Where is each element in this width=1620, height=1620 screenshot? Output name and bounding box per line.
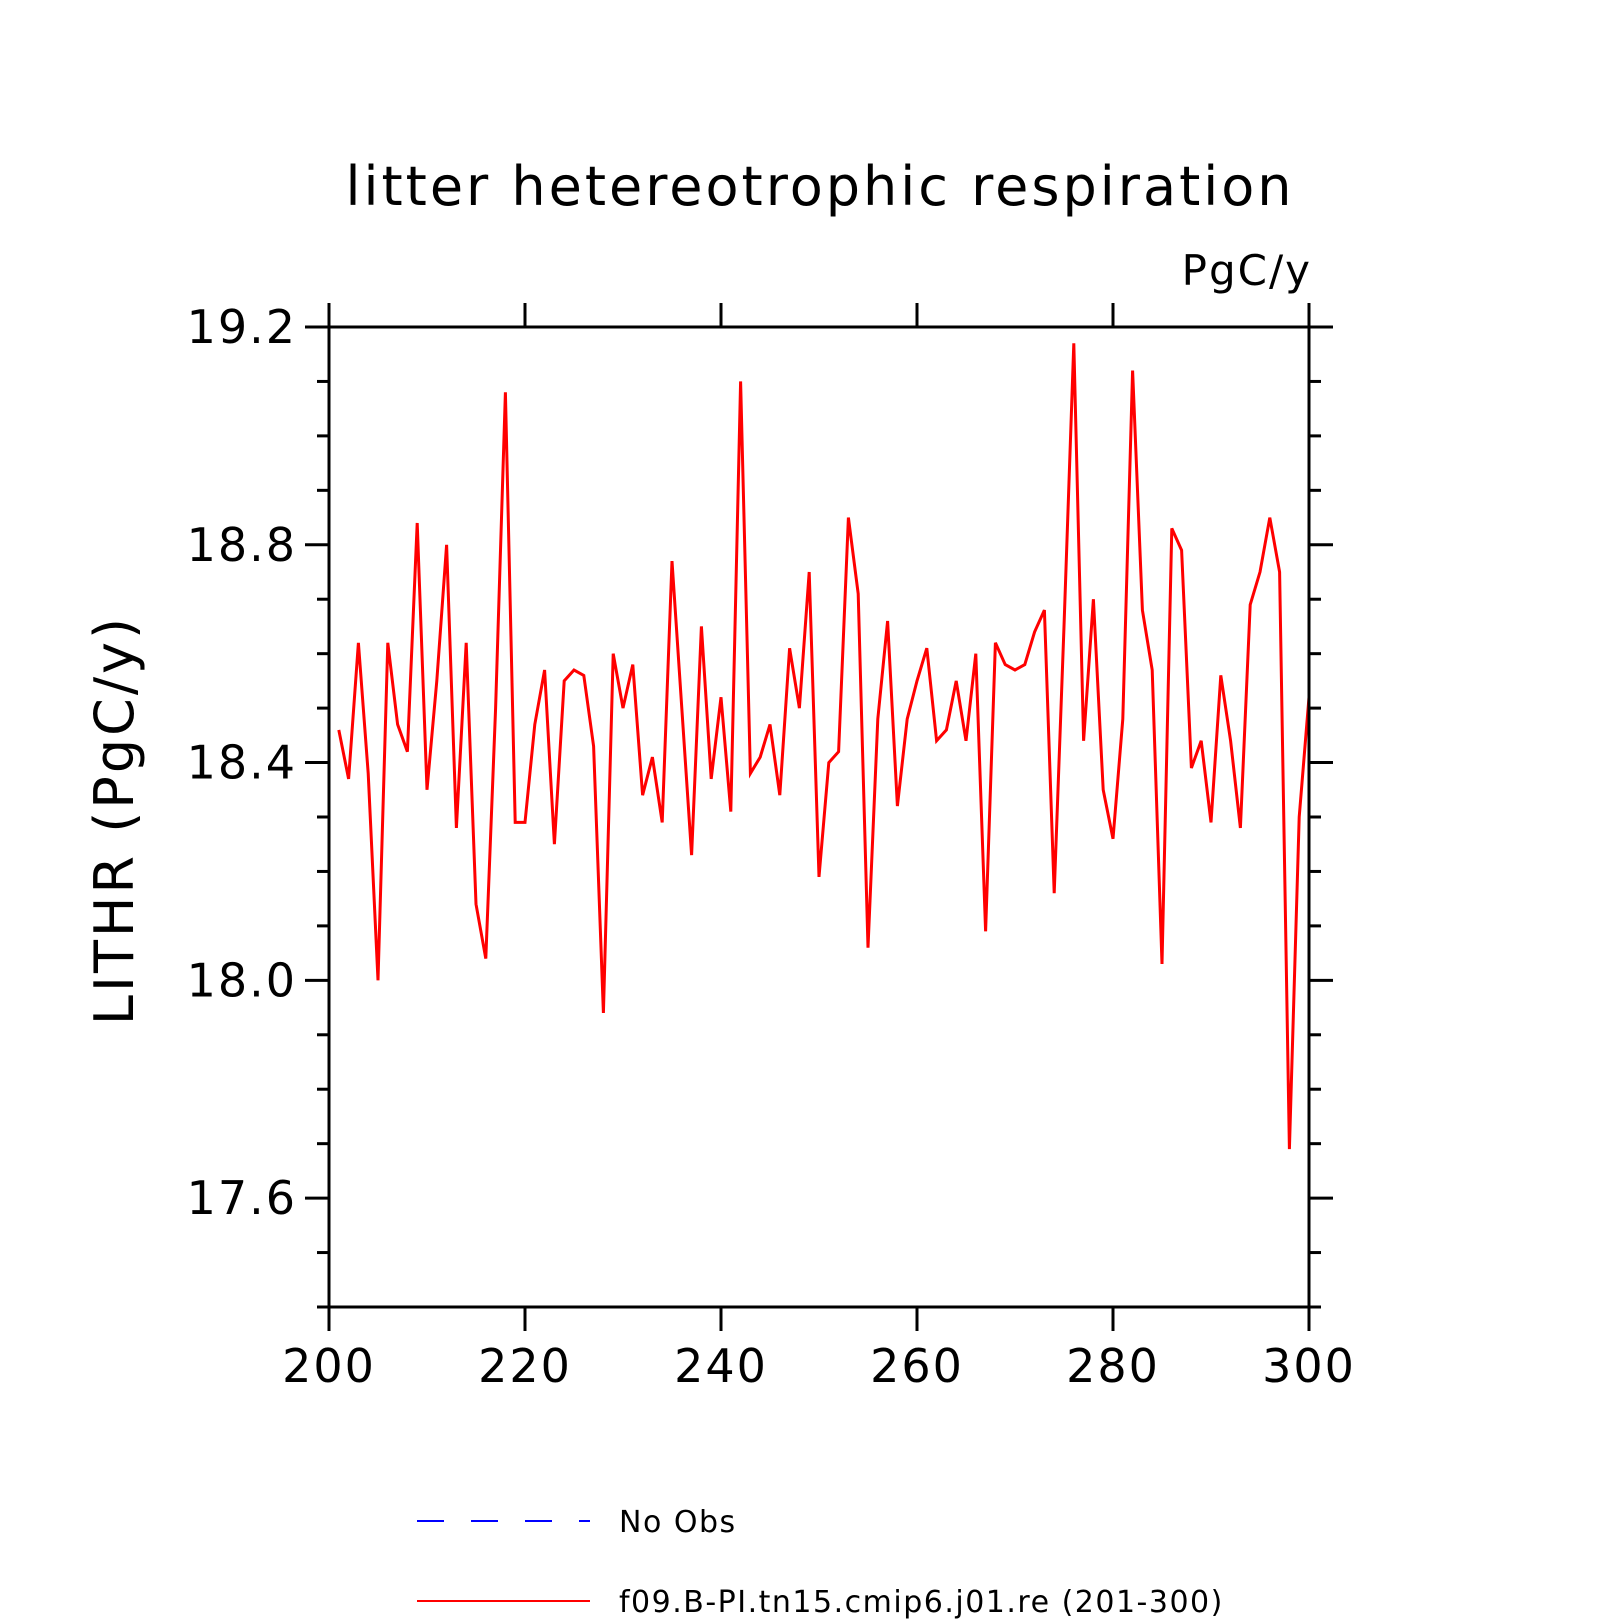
legend: No Obs f09.B-PI.tn15.cmip6.j01.re (201-30… bbox=[417, 1505, 1224, 1620]
y-axis-label: LITHR (PgC/y) bbox=[83, 615, 146, 1025]
series-line-0 bbox=[337, 343, 1311, 1150]
x-tick-label: 240 bbox=[674, 1339, 768, 1393]
x-tick-label: 280 bbox=[1066, 1339, 1160, 1393]
y-tick-label: 19.2 bbox=[187, 300, 297, 354]
x-tick-labels: 200 220 240 260 280 300 bbox=[282, 1339, 1356, 1393]
x-tick-label: 200 bbox=[282, 1339, 376, 1393]
x-tick-label: 220 bbox=[478, 1339, 572, 1393]
y-tick-labels: 17.6 18.0 18.4 18.8 19.2 bbox=[187, 300, 297, 1225]
legend-label-0: No Obs bbox=[619, 1505, 737, 1540]
y-tick-label: 18.4 bbox=[187, 736, 297, 790]
x-tick-label: 260 bbox=[870, 1339, 964, 1393]
y-tick-label: 17.6 bbox=[187, 1171, 297, 1225]
y-tick-label: 18.8 bbox=[187, 518, 297, 572]
y-tick-label: 18.0 bbox=[187, 953, 297, 1007]
legend-label-1: f09.B-PI.tn15.cmip6.j01.re (201-300) bbox=[619, 1585, 1224, 1620]
chart-title: litter hetereotrophic respiration bbox=[345, 155, 1294, 218]
plot-frame bbox=[327, 325, 1311, 1309]
ticks-layer bbox=[305, 303, 1333, 1331]
units-label: PgC/y bbox=[1182, 246, 1312, 295]
series-layer bbox=[337, 343, 1311, 1150]
x-tick-label: 300 bbox=[1262, 1339, 1356, 1393]
